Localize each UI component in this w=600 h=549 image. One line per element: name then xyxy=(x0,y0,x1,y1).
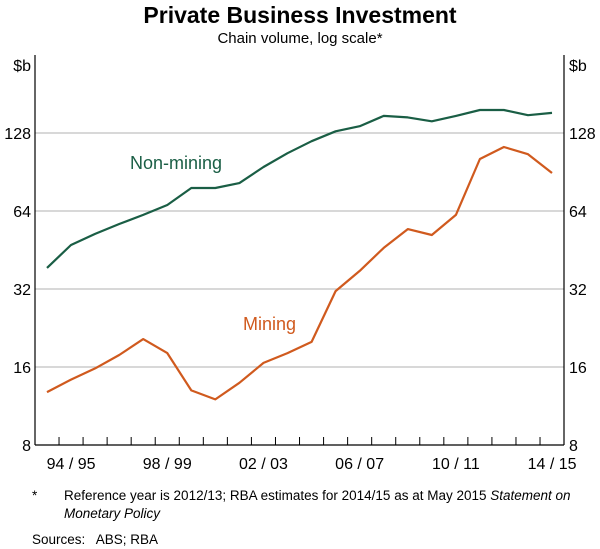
footnote-text: Reference year is 2012/13; RBA estimates… xyxy=(64,488,490,503)
y-tick-label-right: 32 xyxy=(569,282,587,299)
y-tick-label-right: 128 xyxy=(569,126,596,143)
y-tick-label-left: 64 xyxy=(13,204,31,221)
y-tick-label-left: 8 xyxy=(22,438,31,455)
y-tick-label-right: 8 xyxy=(569,438,578,455)
y-unit-right: $b xyxy=(569,58,587,75)
series-label-mining: Mining xyxy=(243,314,296,334)
x-tick-label: 10 / 11 xyxy=(432,456,480,473)
y-tick-label-left: 128 xyxy=(4,126,31,143)
x-tick-label: 98 / 99 xyxy=(143,456,192,473)
x-tick-label: 02 / 03 xyxy=(239,456,288,473)
y-tick-label-left: 16 xyxy=(13,360,31,377)
footnote-marker: * xyxy=(32,487,37,505)
sources: Sources: ABS; RBA xyxy=(32,531,158,549)
y-tick-label-right: 16 xyxy=(569,360,587,377)
series-label-non-mining: Non-mining xyxy=(130,153,222,173)
y-tick-label-right: 64 xyxy=(569,204,587,221)
y-unit-left: $b xyxy=(13,58,31,75)
series-line-non-mining xyxy=(47,110,552,268)
series-line-mining xyxy=(47,147,552,399)
x-tick-label: 06 / 07 xyxy=(335,456,384,473)
y-tick-label-left: 32 xyxy=(13,282,31,299)
x-tick-label: 94 / 95 xyxy=(47,456,96,473)
x-tick-label: 14 / 15 xyxy=(528,456,577,473)
